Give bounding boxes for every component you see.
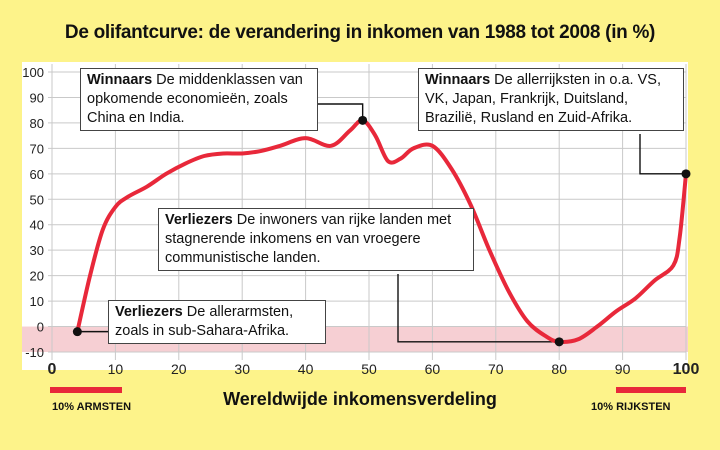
y-tick-label: 90 xyxy=(30,90,44,105)
y-tick-label: 30 xyxy=(30,243,44,258)
y-tick-label: 80 xyxy=(30,116,44,131)
y-tick-label: 100 xyxy=(22,65,44,80)
leader-rich-countries xyxy=(397,274,560,343)
series-line xyxy=(75,118,688,344)
annotation-richest-winners: Winnaars De allerrijksten in o.a. VS, VK… xyxy=(418,68,684,131)
poorest-label: 10% ARMSTEN xyxy=(52,401,132,413)
poorest-bar-marker xyxy=(50,387,122,393)
annotation-text: De middenklassen van opkomende economieë… xyxy=(87,72,303,126)
annotation-text: De inwoners van rijke landen met stagner… xyxy=(165,212,452,266)
annotation-text: De allerarmsten, zoals in sub-Sahara-Afr… xyxy=(115,304,294,339)
annotation-heading: Verliezers xyxy=(115,304,183,320)
y-tick-label: 0 xyxy=(37,320,44,335)
annotation-heading: Verliezers xyxy=(165,212,233,228)
annotation-heading: Winnaars xyxy=(425,72,491,88)
x-tick-label: 50 xyxy=(361,361,377,377)
annotation-middle-class-winners: Winnaars De middenklassen van opkomende … xyxy=(80,68,318,131)
x-tick-label: 70 xyxy=(488,361,504,377)
y-tick-label: 40 xyxy=(30,218,44,233)
y-tick-label: 60 xyxy=(30,167,44,182)
annotation-poorest-losers: Verliezers De allerarmsten, zoals in sub… xyxy=(108,300,326,344)
y-tick-label: 10 xyxy=(30,294,44,309)
x-tick-label: 30 xyxy=(234,361,250,377)
data-point-marker xyxy=(358,115,368,125)
richest-label: 10% RIJKSTEN xyxy=(591,401,671,413)
x-tick-label: 10 xyxy=(108,361,124,377)
richest-bar-marker xyxy=(616,387,686,393)
data-point-marker xyxy=(554,337,564,347)
y-tick-label: 20 xyxy=(30,269,44,284)
annotation-rich-country-losers: Verliezers De inwoners van rijke landen … xyxy=(158,208,474,271)
y-tick-label: 70 xyxy=(30,141,44,156)
leader-richest xyxy=(639,134,686,175)
y-tick-label: -10 xyxy=(25,345,44,360)
x-tick-label: 40 xyxy=(298,361,314,377)
x-tick-label: 20 xyxy=(171,361,187,377)
x-tick-label: 80 xyxy=(551,361,567,377)
x-tick-label: 90 xyxy=(615,361,631,377)
x-tick-label: 0 xyxy=(48,361,57,378)
data-point-marker xyxy=(72,327,82,337)
y-tick-label: 50 xyxy=(30,192,44,207)
annotation-text: De allerrijksten in o.a. VS, VK, Japan, … xyxy=(425,72,661,126)
x-tick-label: 100 xyxy=(673,361,700,378)
data-point-marker xyxy=(681,169,691,179)
chart-title: De olifantcurve: de verandering in inkom… xyxy=(64,22,656,43)
annotation-heading: Winnaars xyxy=(87,72,153,88)
x-tick-label: 60 xyxy=(425,361,441,377)
leader-middle-class xyxy=(318,103,364,121)
x-axis-title: Wereldwijde inkomensverdeling xyxy=(223,389,497,409)
